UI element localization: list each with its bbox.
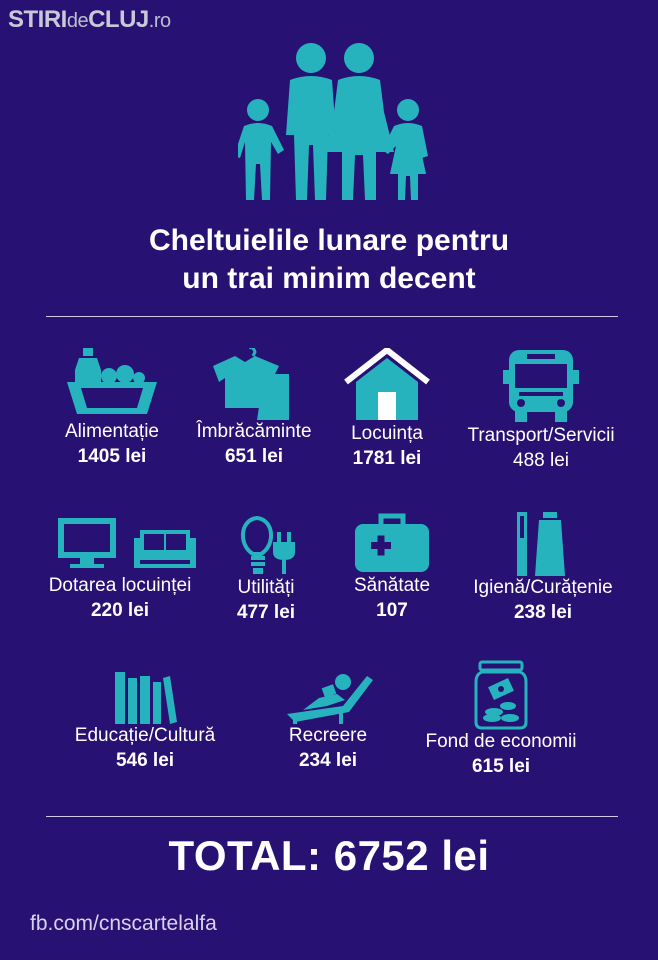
item-label: Igienă/Curățenie xyxy=(473,577,613,598)
item-health: Sănătate 107 xyxy=(297,512,487,624)
savings-jar-icon xyxy=(474,660,528,730)
item-value: 546 lei xyxy=(115,750,175,771)
item-label: Locuința xyxy=(351,423,423,444)
item-label: Alimentație xyxy=(65,421,159,442)
top-divider xyxy=(46,316,618,317)
item-label: Sănătate xyxy=(353,575,431,596)
item-savings: Fond de economii 615 lei xyxy=(394,660,608,780)
furniture-icon xyxy=(58,518,196,568)
item-recreation: Recreere 234 lei xyxy=(233,670,423,774)
clothing-icon xyxy=(213,348,289,420)
item-value: 488 lei xyxy=(513,450,569,471)
item-label: Transport/Servicii xyxy=(467,425,615,446)
total-value: TOTAL: 6752 lei xyxy=(168,832,490,879)
item-value: 651 lei xyxy=(224,446,284,467)
item-value: 615 lei xyxy=(471,756,531,777)
books-icon xyxy=(115,672,177,724)
watermark-logo: STIRIdeCLUJ.ro xyxy=(8,6,171,33)
item-housing: Locuința 1781 lei xyxy=(292,348,482,472)
item-value: 107 xyxy=(376,600,408,621)
item-value: 238 lei xyxy=(513,602,573,623)
item-label: Educație/Cultură xyxy=(74,725,216,746)
item-label: Îmbrăcăminte xyxy=(196,421,312,442)
item-label: Fond de economii xyxy=(425,731,577,752)
deckchair-icon xyxy=(287,674,373,724)
item-value: 220 lei xyxy=(90,600,150,621)
bus-icon xyxy=(503,350,579,422)
toothbrush-icon xyxy=(517,512,565,576)
bulb-plug-icon xyxy=(241,515,295,574)
item-label: Utilități xyxy=(237,577,295,598)
footer-link[interactable]: fb.com/cnscartelalfa xyxy=(30,912,217,935)
item-furnishing: Dotarea locuinței 220 lei xyxy=(25,514,215,624)
item-value: 477 lei xyxy=(236,602,296,623)
groceries-icon xyxy=(67,348,157,414)
item-clothing: Îmbrăcăminte 651 lei xyxy=(159,348,349,470)
item-utilities: Utilități 477 lei xyxy=(171,514,361,626)
house-icon xyxy=(344,348,430,420)
item-value: 234 lei xyxy=(298,750,358,771)
item-value: 1781 lei xyxy=(352,448,422,469)
item-hygiene: Igienă/Curățenie 238 lei xyxy=(448,512,638,626)
item-label: Dotarea locuinței xyxy=(48,575,192,596)
item-value: 1405 lei xyxy=(77,446,147,467)
item-transport: Transport/Servicii 488 lei xyxy=(446,348,636,474)
page-title: Cheltuielile lunare pentru un trai minim… xyxy=(148,224,510,295)
bottom-divider xyxy=(46,816,618,817)
item-food: Alimentație 1405 lei xyxy=(17,348,207,470)
family-icon xyxy=(238,43,428,200)
item-label: Recreere xyxy=(288,725,368,746)
first-aid-icon xyxy=(355,513,429,572)
item-education: Educație/Cultură 546 lei xyxy=(50,672,240,774)
